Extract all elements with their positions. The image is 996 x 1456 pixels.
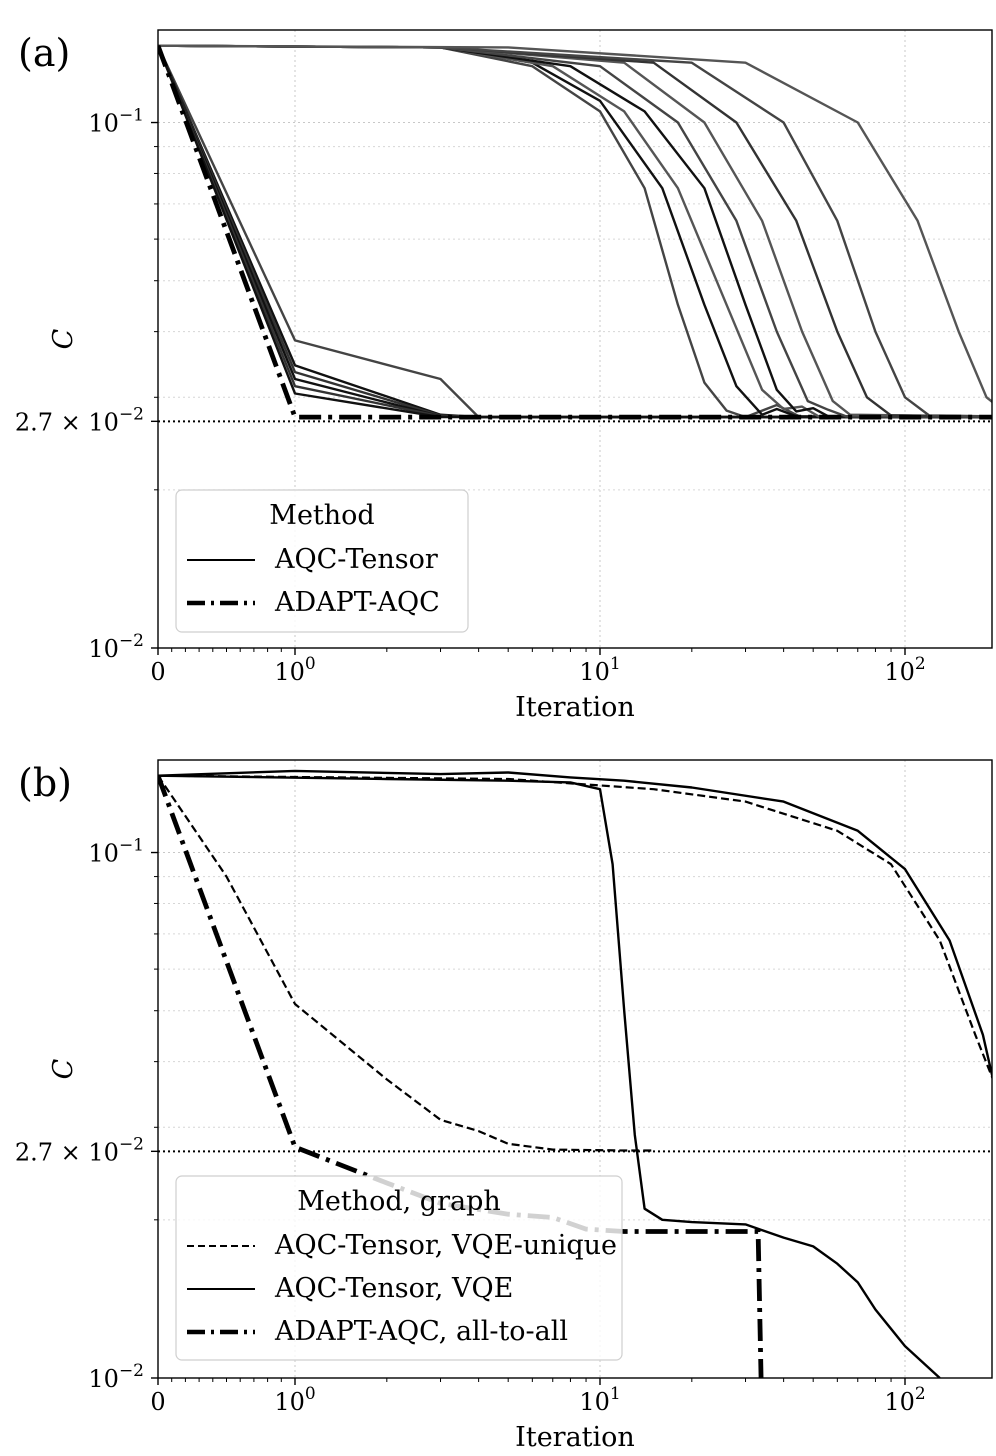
panel-b-series — [158, 769, 992, 1378]
series-line-2 — [158, 769, 992, 1081]
panel-b-legend-label-adapt-aqc: ADAPT-AQC, all-to-all — [274, 1316, 568, 1347]
panel-a-x-axis-title: Iteration — [515, 692, 635, 723]
x-tick-label: 100 — [274, 1384, 315, 1416]
x-tick-label: 0 — [150, 1388, 165, 1416]
panel-a-legend: Method AQC-Tensor ADAPT-AQC — [175, 489, 469, 633]
series-line-14 — [158, 44, 992, 404]
panel-b-legend-title: Method, graph — [297, 1186, 501, 1217]
panel-a-label: (a) — [18, 31, 70, 75]
panel-b-legend-label-vqe-unique: AQC-Tensor, VQE-unique — [274, 1230, 617, 1261]
x-tick-label: 101 — [579, 1384, 620, 1416]
panel-a-legend-label-adapt-aqc: ADAPT-AQC — [274, 587, 440, 618]
panel-b-legend: Method, graph AQC-Tensor, VQE-unique AQC… — [175, 1175, 623, 1361]
panel-a-axes-frame — [157, 29, 993, 649]
panel-b-x-ticks: 0 100 101 102 — [150, 1378, 926, 1416]
series-line-4 — [158, 774, 764, 1378]
panel-b-legend-box — [175, 1175, 623, 1361]
panel-b-y-axis-title: C — [48, 1058, 79, 1079]
panel-a: (a) 0 100 101 102 10−12.7 × 10−210−2 Iterat… — [14, 29, 993, 723]
panel-b-axes-frame — [157, 759, 993, 1379]
panel-b-legend-label-vqe: AQC-Tensor, VQE — [274, 1273, 513, 1304]
panel-b-y-ticks: 10−1 2.7 × 10−2 10−2 — [15, 836, 158, 1393]
series-line-0 — [158, 774, 992, 1080]
series-line-15 — [158, 44, 992, 420]
y-tick-label: 10−2 — [88, 1361, 144, 1393]
y-tick-label: 2.7 × 10−2 — [15, 1134, 144, 1166]
x-tick-label: 0 — [150, 658, 165, 686]
series-line-13 — [158, 44, 992, 418]
x-tick-label: 102 — [884, 1384, 925, 1416]
series-line-10 — [158, 44, 992, 419]
panel-a-y-axis-title: C — [48, 328, 79, 349]
series-line-1 — [158, 775, 654, 1152]
panel-a-series — [158, 44, 992, 420]
panel-b-label: (b) — [18, 761, 72, 805]
panel-b: (b) 0 100 101 102 10−1 2.7 × 10−2 10−2 Iterat… — [15, 759, 993, 1453]
series-line-3 — [158, 774, 941, 1378]
panel-b-x-axis-title: Iteration — [515, 1422, 635, 1453]
panel-a-x-ticks: 0 100 101 102 — [150, 648, 926, 686]
panel-a-legend-title: Method — [269, 500, 374, 531]
panel-a-legend-box — [175, 489, 469, 633]
y-tick-label: 10−1 — [88, 836, 144, 868]
series-line-9 — [158, 44, 992, 419]
panel-a-y-ticks: 10−12.7 × 10−210−2 — [15, 106, 158, 663]
panel-a-legend-label-aqc-tensor: AQC-Tensor — [274, 544, 438, 575]
